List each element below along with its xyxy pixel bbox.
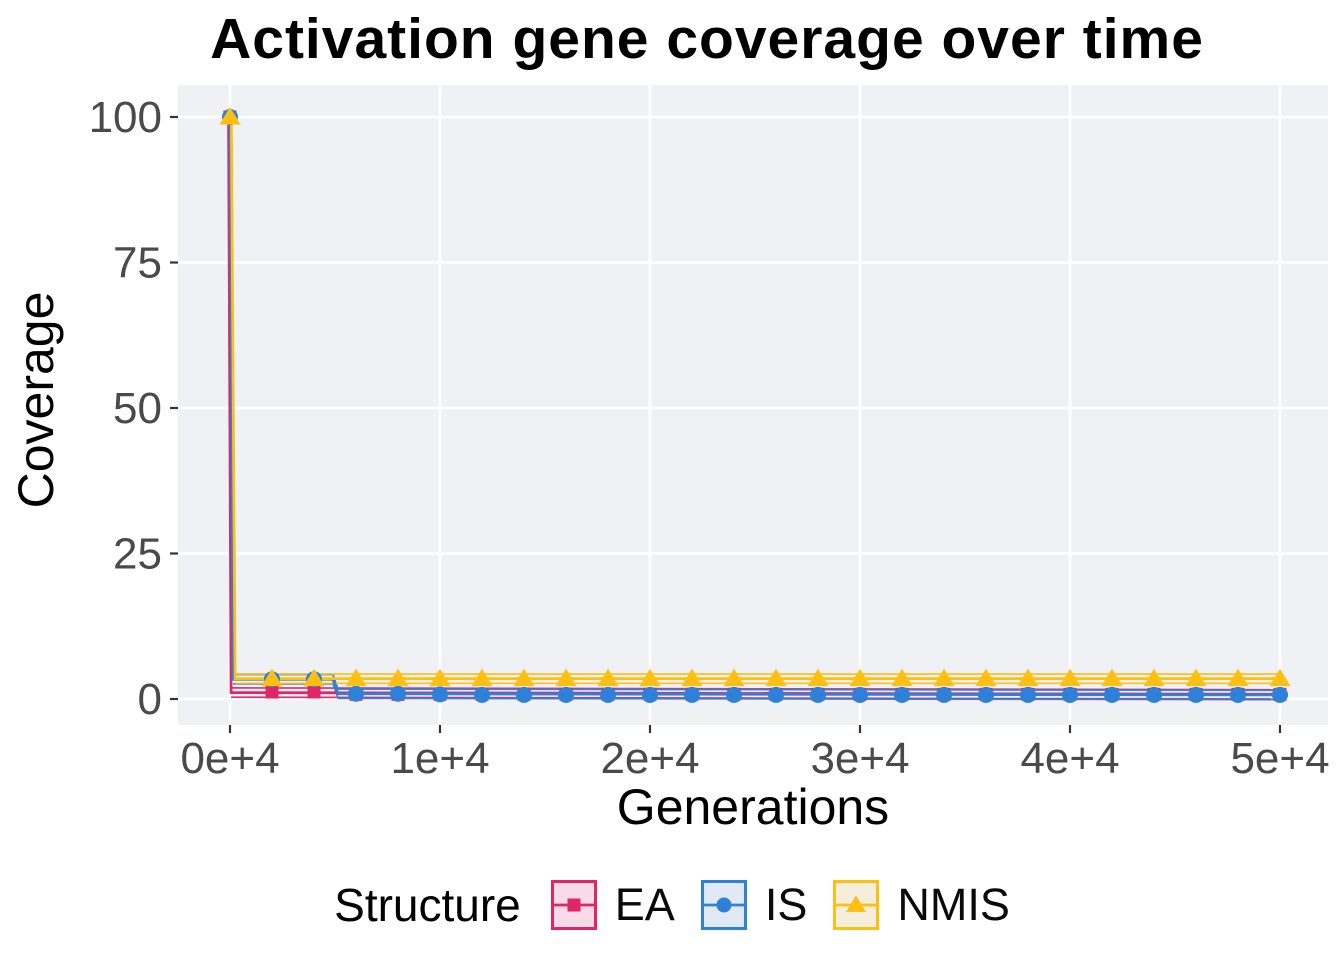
data-point-nmis xyxy=(807,668,829,687)
data-point-is xyxy=(977,686,994,703)
data-point-is xyxy=(767,686,784,703)
data-point-is xyxy=(641,686,658,703)
y-tick-label: 25 xyxy=(113,529,162,578)
data-point-is xyxy=(1145,686,1162,703)
data-point-is xyxy=(1187,686,1204,703)
x-tick-label: 0e+4 xyxy=(180,734,279,783)
data-point-nmis xyxy=(219,107,241,125)
x-tick-label: 3e+4 xyxy=(810,734,909,783)
data-point-is xyxy=(851,686,868,703)
data-point-is xyxy=(515,686,532,703)
data-point-nmis xyxy=(513,668,535,687)
data-point-nmis xyxy=(1101,668,1123,687)
legend-item-nmis: NMIS xyxy=(833,879,1010,931)
data-point-nmis xyxy=(639,668,661,687)
legend: Structure EA IS NMIS xyxy=(0,878,1344,932)
y-tick-label: 75 xyxy=(113,239,162,288)
panel-background xyxy=(178,85,1328,725)
data-point-is xyxy=(473,686,490,703)
data-point-nmis xyxy=(261,668,283,687)
legend-key-nmis xyxy=(833,880,880,930)
data-point-is xyxy=(893,686,910,703)
data-point-nmis xyxy=(387,668,409,687)
data-point-nmis xyxy=(975,668,997,687)
legend-key-glyph xyxy=(553,898,594,912)
legend-label-nmis: NMIS xyxy=(897,879,1010,930)
data-point-is xyxy=(599,686,616,703)
data-point-nmis xyxy=(1269,668,1291,687)
legend-key-ea xyxy=(550,880,597,930)
legend-title: Structure xyxy=(334,879,521,931)
chart-title: Activation gene coverage over time xyxy=(210,7,1204,71)
data-point-nmis xyxy=(681,668,703,687)
data-point-is xyxy=(1019,686,1036,703)
data-point-nmis xyxy=(471,668,493,687)
legend-label-ea: EA xyxy=(614,879,675,930)
data-point-nmis xyxy=(429,668,451,687)
data-point-nmis xyxy=(933,668,955,687)
data-point-is xyxy=(347,685,364,702)
x-tick-label: 1e+4 xyxy=(390,734,489,783)
legend-label-is: IS xyxy=(764,879,808,930)
data-point-is xyxy=(1061,686,1078,703)
data-point-is xyxy=(1271,686,1288,703)
legend-key-is xyxy=(700,880,747,930)
data-point-nmis xyxy=(597,668,619,687)
data-point-nmis xyxy=(849,668,871,687)
data-point-nmis xyxy=(765,668,787,687)
y-tick-label: 0 xyxy=(138,675,162,724)
data-point-is xyxy=(1103,686,1120,703)
data-point-nmis xyxy=(1227,668,1249,687)
data-point-nmis xyxy=(891,668,913,687)
triangle-marker-icon xyxy=(846,895,867,912)
x-tick-label: 4e+4 xyxy=(1020,734,1119,783)
data-point-nmis xyxy=(1143,668,1165,687)
data-point-is xyxy=(1229,686,1246,703)
data-point-is xyxy=(809,686,826,703)
data-point-nmis xyxy=(1017,668,1039,687)
data-point-nmis xyxy=(1185,668,1207,687)
data-point-is xyxy=(935,686,952,703)
data-point-nmis xyxy=(1059,668,1081,687)
x-tick-label: 2e+4 xyxy=(600,734,699,783)
series-line-nmis xyxy=(229,116,1282,680)
legend-item-is: IS xyxy=(700,879,808,931)
legend-key-glyph xyxy=(836,895,877,912)
data-point-ea xyxy=(307,685,321,699)
data-point-ea xyxy=(265,685,279,699)
x-axis-title: Generations xyxy=(616,779,890,835)
circle-marker-icon xyxy=(716,897,732,913)
legend-key-glyph xyxy=(703,897,744,913)
data-point-is xyxy=(431,686,448,703)
legend-item-ea: EA xyxy=(550,879,675,931)
y-tick-label: 100 xyxy=(89,93,162,142)
square-marker-icon xyxy=(567,898,581,912)
data-point-nmis xyxy=(303,668,325,687)
data-point-is xyxy=(725,686,742,703)
data-point-is xyxy=(557,686,574,703)
x-tick-label: 5e+4 xyxy=(1230,734,1329,783)
data-point-nmis xyxy=(345,668,367,687)
y-tick-label: 50 xyxy=(113,384,162,433)
data-point-is xyxy=(389,685,406,702)
data-point-nmis xyxy=(555,668,577,687)
data-point-nmis xyxy=(723,668,745,687)
data-point-is xyxy=(683,686,700,703)
y-axis-title: Coverage xyxy=(8,291,64,509)
